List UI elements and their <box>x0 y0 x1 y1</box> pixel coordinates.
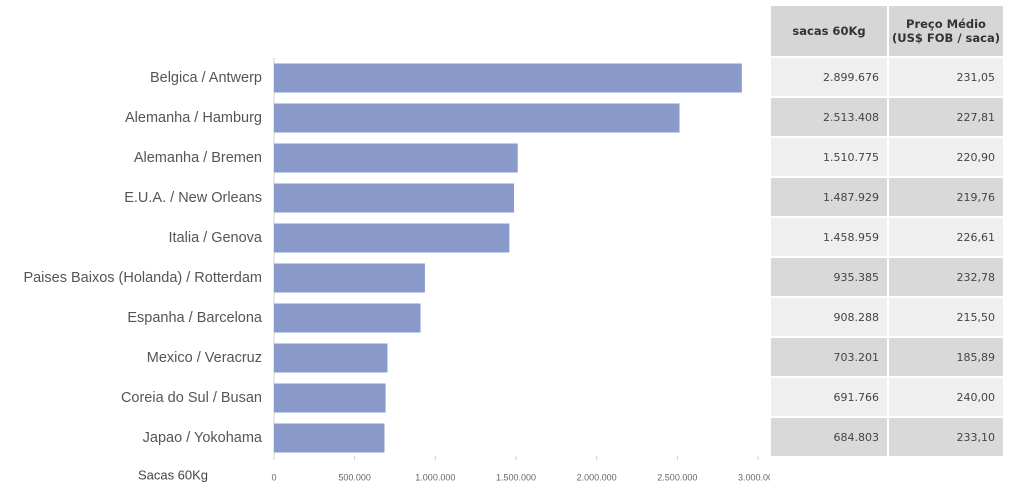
table-cell: 703.201 <box>771 338 887 376</box>
table-cell: 227,81 <box>889 98 1003 136</box>
table-cell: 908.288 <box>771 298 887 336</box>
bar <box>274 143 518 173</box>
table-cell: 233,10 <box>889 418 1003 456</box>
table-cell: 684.803 <box>771 418 887 456</box>
table-cell: 240,00 <box>889 378 1003 416</box>
table-cell: 691.766 <box>771 378 887 416</box>
table-cell: 2.513.408 <box>771 98 887 136</box>
table-cell: 215,50 <box>889 298 1003 336</box>
y-tick-label: Alemanha / Bremen <box>134 150 262 166</box>
x-tick-label: 1.000.000 <box>415 472 455 482</box>
bar <box>274 63 742 93</box>
table-cell: 935.385 <box>771 258 887 296</box>
header-line: (US$ FOB / saca) <box>892 31 1000 45</box>
y-tick-label: E.U.A. / New Orleans <box>124 190 262 206</box>
table-cell: 226,61 <box>889 218 1003 256</box>
bar <box>274 223 510 253</box>
table-cell: 185,89 <box>889 338 1003 376</box>
y-tick-label: Japao / Yokohama <box>143 430 263 446</box>
bar <box>274 103 680 133</box>
table-header: Preço Médio (US$ FOB / saca) <box>889 6 1003 56</box>
header-line: Preço Médio <box>906 17 986 31</box>
chart: Sacas 60Kg 0 500.000 1.000.000 1.500.000 2.0… <box>23 58 770 482</box>
table-cell: 1.510.775 <box>771 138 887 176</box>
table-cell: 231,05 <box>889 58 1003 96</box>
x-tick-label: 3.000.000 <box>738 472 770 482</box>
table-header: sacas 60Kg <box>771 6 887 56</box>
table-cell: 232,78 <box>889 258 1003 296</box>
bar <box>274 303 421 333</box>
table-cell: 1.487.929 <box>771 178 887 216</box>
table-cell: 219,76 <box>889 178 1003 216</box>
x-tick-label: 0 <box>271 472 276 482</box>
x-tick-label: 1.500.000 <box>496 472 536 482</box>
bar <box>274 423 385 453</box>
table-cell: 1.458.959 <box>771 218 887 256</box>
y-tick-label: Paises Baixos (Holanda) / Rotterdam <box>23 270 262 286</box>
bar <box>274 383 386 413</box>
x-axis-label: Sacas 60Kg <box>138 467 208 482</box>
x-tick-label: 2.500.000 <box>657 472 697 482</box>
x-tick-label: 500.000 <box>338 472 371 482</box>
x-tick-label: 2.000.000 <box>577 472 617 482</box>
y-tick-label: Italia / Genova <box>169 230 263 246</box>
header-line: sacas 60Kg <box>792 24 866 38</box>
y-tick-label: Coreia do Sul / Busan <box>121 390 262 406</box>
y-tick-label: Belgica / Antwerp <box>150 70 262 86</box>
y-tick-label: Mexico / Veracruz <box>147 350 262 366</box>
y-tick-label: Espanha / Barcelona <box>127 310 263 326</box>
table-cell: 2.899.676 <box>771 58 887 96</box>
bar <box>274 343 388 373</box>
y-tick-label: Alemanha / Hamburg <box>125 110 262 126</box>
bar <box>274 183 515 213</box>
table-cell: 220,90 <box>889 138 1003 176</box>
bar <box>274 263 425 293</box>
